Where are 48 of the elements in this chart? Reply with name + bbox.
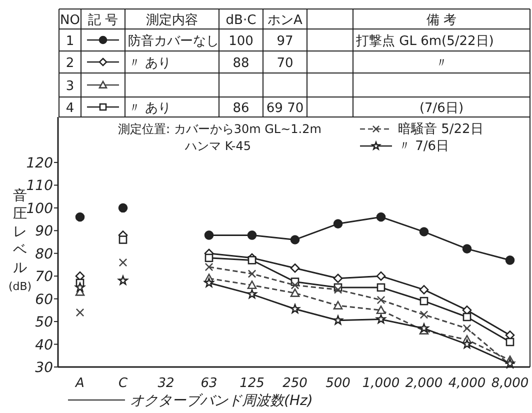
y-tick-label: 30 <box>35 360 54 376</box>
legend-label: 〃 あり <box>128 56 172 71</box>
y-tick-label: 90 <box>35 224 54 240</box>
text: 86 <box>232 101 250 116</box>
text: 97 <box>276 34 294 49</box>
y-tick-label: 60 <box>35 292 54 308</box>
text: 備 考 <box>426 13 457 28</box>
legend-label: 〃 あり <box>128 101 172 116</box>
text: (7/6日) <box>419 101 464 116</box>
legend-label: 防音カバーなし <box>128 34 219 49</box>
text: 69 70 <box>266 101 304 116</box>
x-tick-label: 500 <box>326 376 350 391</box>
y-tick-label: 100 <box>26 200 54 217</box>
legend-label: 暗騒音 5/22日 <box>398 122 484 137</box>
annotation: ハンマ K-45 <box>184 139 252 153</box>
text: ホンA <box>268 13 302 28</box>
x-tick-label: 32 <box>158 376 174 391</box>
text: 88 <box>232 56 250 71</box>
y-tick-label: 120 <box>26 155 54 172</box>
x-tick-label: 63 <box>200 376 218 391</box>
y-tick-label: 110 <box>26 178 54 194</box>
x-tick-label: C <box>118 376 128 391</box>
text: 70 <box>276 56 294 71</box>
x-tick-label: 250 <box>282 376 308 391</box>
text: 測定内容 <box>146 13 198 28</box>
x-tick-label: 2,000 <box>405 376 443 391</box>
text: 4 <box>66 101 74 116</box>
text: 1 <box>66 34 74 49</box>
x-tick-label: A <box>74 376 84 391</box>
text: NO <box>60 13 80 28</box>
x-tick-label: 125 <box>240 376 264 391</box>
x-axis-title: オクターブバンド周波数(Hz) <box>130 393 313 409</box>
text: 記 号 <box>88 13 118 28</box>
text: 打撃点 GL 6m(5/22日) <box>356 34 494 49</box>
text: 3 <box>66 79 74 94</box>
text: dB·C <box>226 13 256 28</box>
annotation: 測定位置: カバーから30m GL~1.2m <box>118 122 322 136</box>
text: 2 <box>66 56 74 71</box>
x-tick-label: 4,000 <box>448 376 486 391</box>
y-tick-label: 80 <box>35 246 54 262</box>
legend-label: 〃 7/6日 <box>398 139 450 154</box>
y-tick-label: 70 <box>35 269 54 286</box>
x-tick-label: 1,000 <box>362 376 400 391</box>
y-tick-label: 50 <box>35 314 54 331</box>
text: 100 <box>228 34 254 49</box>
x-tick-label: 8,000 <box>491 376 529 391</box>
y-tick-label: 40 <box>35 337 54 354</box>
text: 〃 <box>435 56 448 71</box>
